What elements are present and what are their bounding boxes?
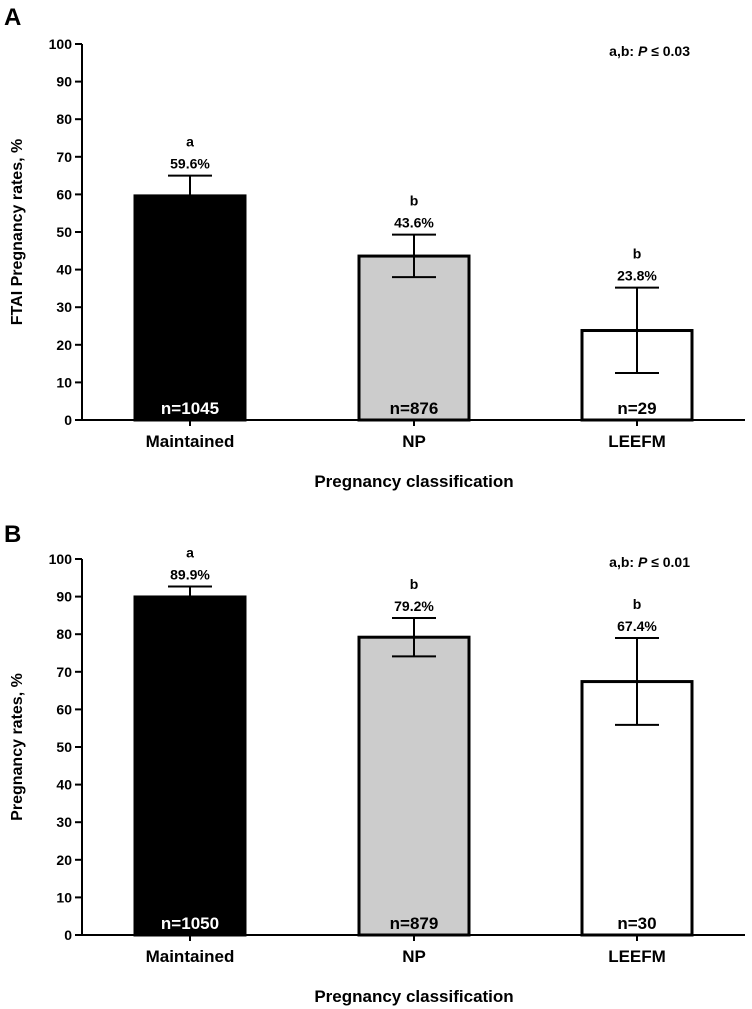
panel-a-bar-np <box>357 254 471 422</box>
panel-a-y-tick-label-100: 100 <box>49 36 73 52</box>
panel-b-y-axis-title: Pregnancy rates, % <box>9 673 26 821</box>
panel-a-data-label-np: 43.6% <box>394 215 434 231</box>
panel-a-n-label-leefm: n=29 <box>617 399 656 418</box>
panel-a-y-tick-label-50: 50 <box>56 224 72 240</box>
panel-a-data-label-maintained: 59.6% <box>170 156 210 172</box>
panel-b-significance-letter-np: b <box>410 576 419 592</box>
panel-b-label: B <box>4 521 21 548</box>
panel-b-n-label-leefm: n=30 <box>617 914 656 933</box>
panel-a-y-tick-label-70: 70 <box>56 149 72 165</box>
panel-b-n-label-np: n=879 <box>390 914 439 933</box>
panel-a-y-tick-label-30: 30 <box>56 299 72 315</box>
panel-a-y-tick-label-0: 0 <box>64 412 72 428</box>
panel-a-bar-maintained <box>133 194 247 422</box>
panel-b-y-tick-label-20: 20 <box>56 852 72 868</box>
panel-b-y-tick-label-30: 30 <box>56 814 72 830</box>
panel-b-y-tick-label-10: 10 <box>56 889 72 905</box>
panel-b-y-tick-label-90: 90 <box>56 589 72 605</box>
panel-a-y-axis-title: FTAI Pregnancy rates, % <box>9 139 26 325</box>
panel-b-data-label-maintained: 89.9% <box>170 566 210 582</box>
panel-b-significance-letter-maintained: a <box>186 544 194 560</box>
panel-a-significance-letter-np: b <box>410 193 419 209</box>
panel-a-significance-note: a,b: P ≤ 0.03 <box>609 43 690 59</box>
panel-a: A FTAI Pregnancy rates, % Pregnancy clas… <box>4 4 690 491</box>
panel-b-bar-np <box>357 635 471 937</box>
panel-a-y-tick-label-80: 80 <box>56 111 72 127</box>
panel-a-y-tick-label-90: 90 <box>56 74 72 90</box>
panel-b-significance-note: a,b: P ≤ 0.01 <box>609 554 690 570</box>
panel-a-x-axis-title: Pregnancy classification <box>314 472 513 491</box>
panel-a-y-tick-label-40: 40 <box>56 262 72 278</box>
panel-a-y-tick-label-10: 10 <box>56 374 72 390</box>
panel-b-y-tick-label-80: 80 <box>56 626 72 642</box>
panel-a-n-label-np: n=876 <box>390 399 439 418</box>
panel-a-x-tick-label-leefm: LEEFM <box>608 432 666 451</box>
panel-a-significance-letter-maintained: a <box>186 134 194 150</box>
panel-b-data-label-leefm: 67.4% <box>617 618 657 634</box>
panel-b-y-tick-label-40: 40 <box>56 777 72 793</box>
panel-b-n-label-maintained: n=1050 <box>161 914 219 933</box>
panel-a-x-tick-label-maintained: Maintained <box>146 432 235 451</box>
panel-b-y-tick-label-60: 60 <box>56 701 72 717</box>
panel-a-significance-letter-leefm: b <box>633 246 642 262</box>
panel-b-significance-letter-leefm: b <box>633 596 642 612</box>
panel-a-y-tick-label-20: 20 <box>56 337 72 353</box>
panel-b-y-tick-label-0: 0 <box>64 927 72 943</box>
panel-b-y-tick-label-100: 100 <box>49 551 73 567</box>
panel-a-n-label-maintained: n=1045 <box>161 399 219 418</box>
panel-a-y-tick-label-60: 60 <box>56 186 72 202</box>
panel-a-label: A <box>4 4 21 31</box>
panel-b-x-axis-title: Pregnancy classification <box>314 987 513 1006</box>
panel-b-data-label-np: 79.2% <box>394 598 434 614</box>
panel-b: B Pregnancy rates, % Pregnancy classific… <box>4 521 690 1006</box>
panel-b-x-tick-label-np: NP <box>402 947 426 966</box>
panel-b-x-tick-label-maintained: Maintained <box>146 947 235 966</box>
panel-b-bar-maintained <box>133 595 247 937</box>
panel-b-x-tick-label-leefm: LEEFM <box>608 947 666 966</box>
panel-a-data-label-leefm: 23.8% <box>617 268 657 284</box>
panel-b-y-tick-label-70: 70 <box>56 664 72 680</box>
panel-a-x-tick-label-np: NP <box>402 432 426 451</box>
panel-b-y-tick-label-50: 50 <box>56 739 72 755</box>
